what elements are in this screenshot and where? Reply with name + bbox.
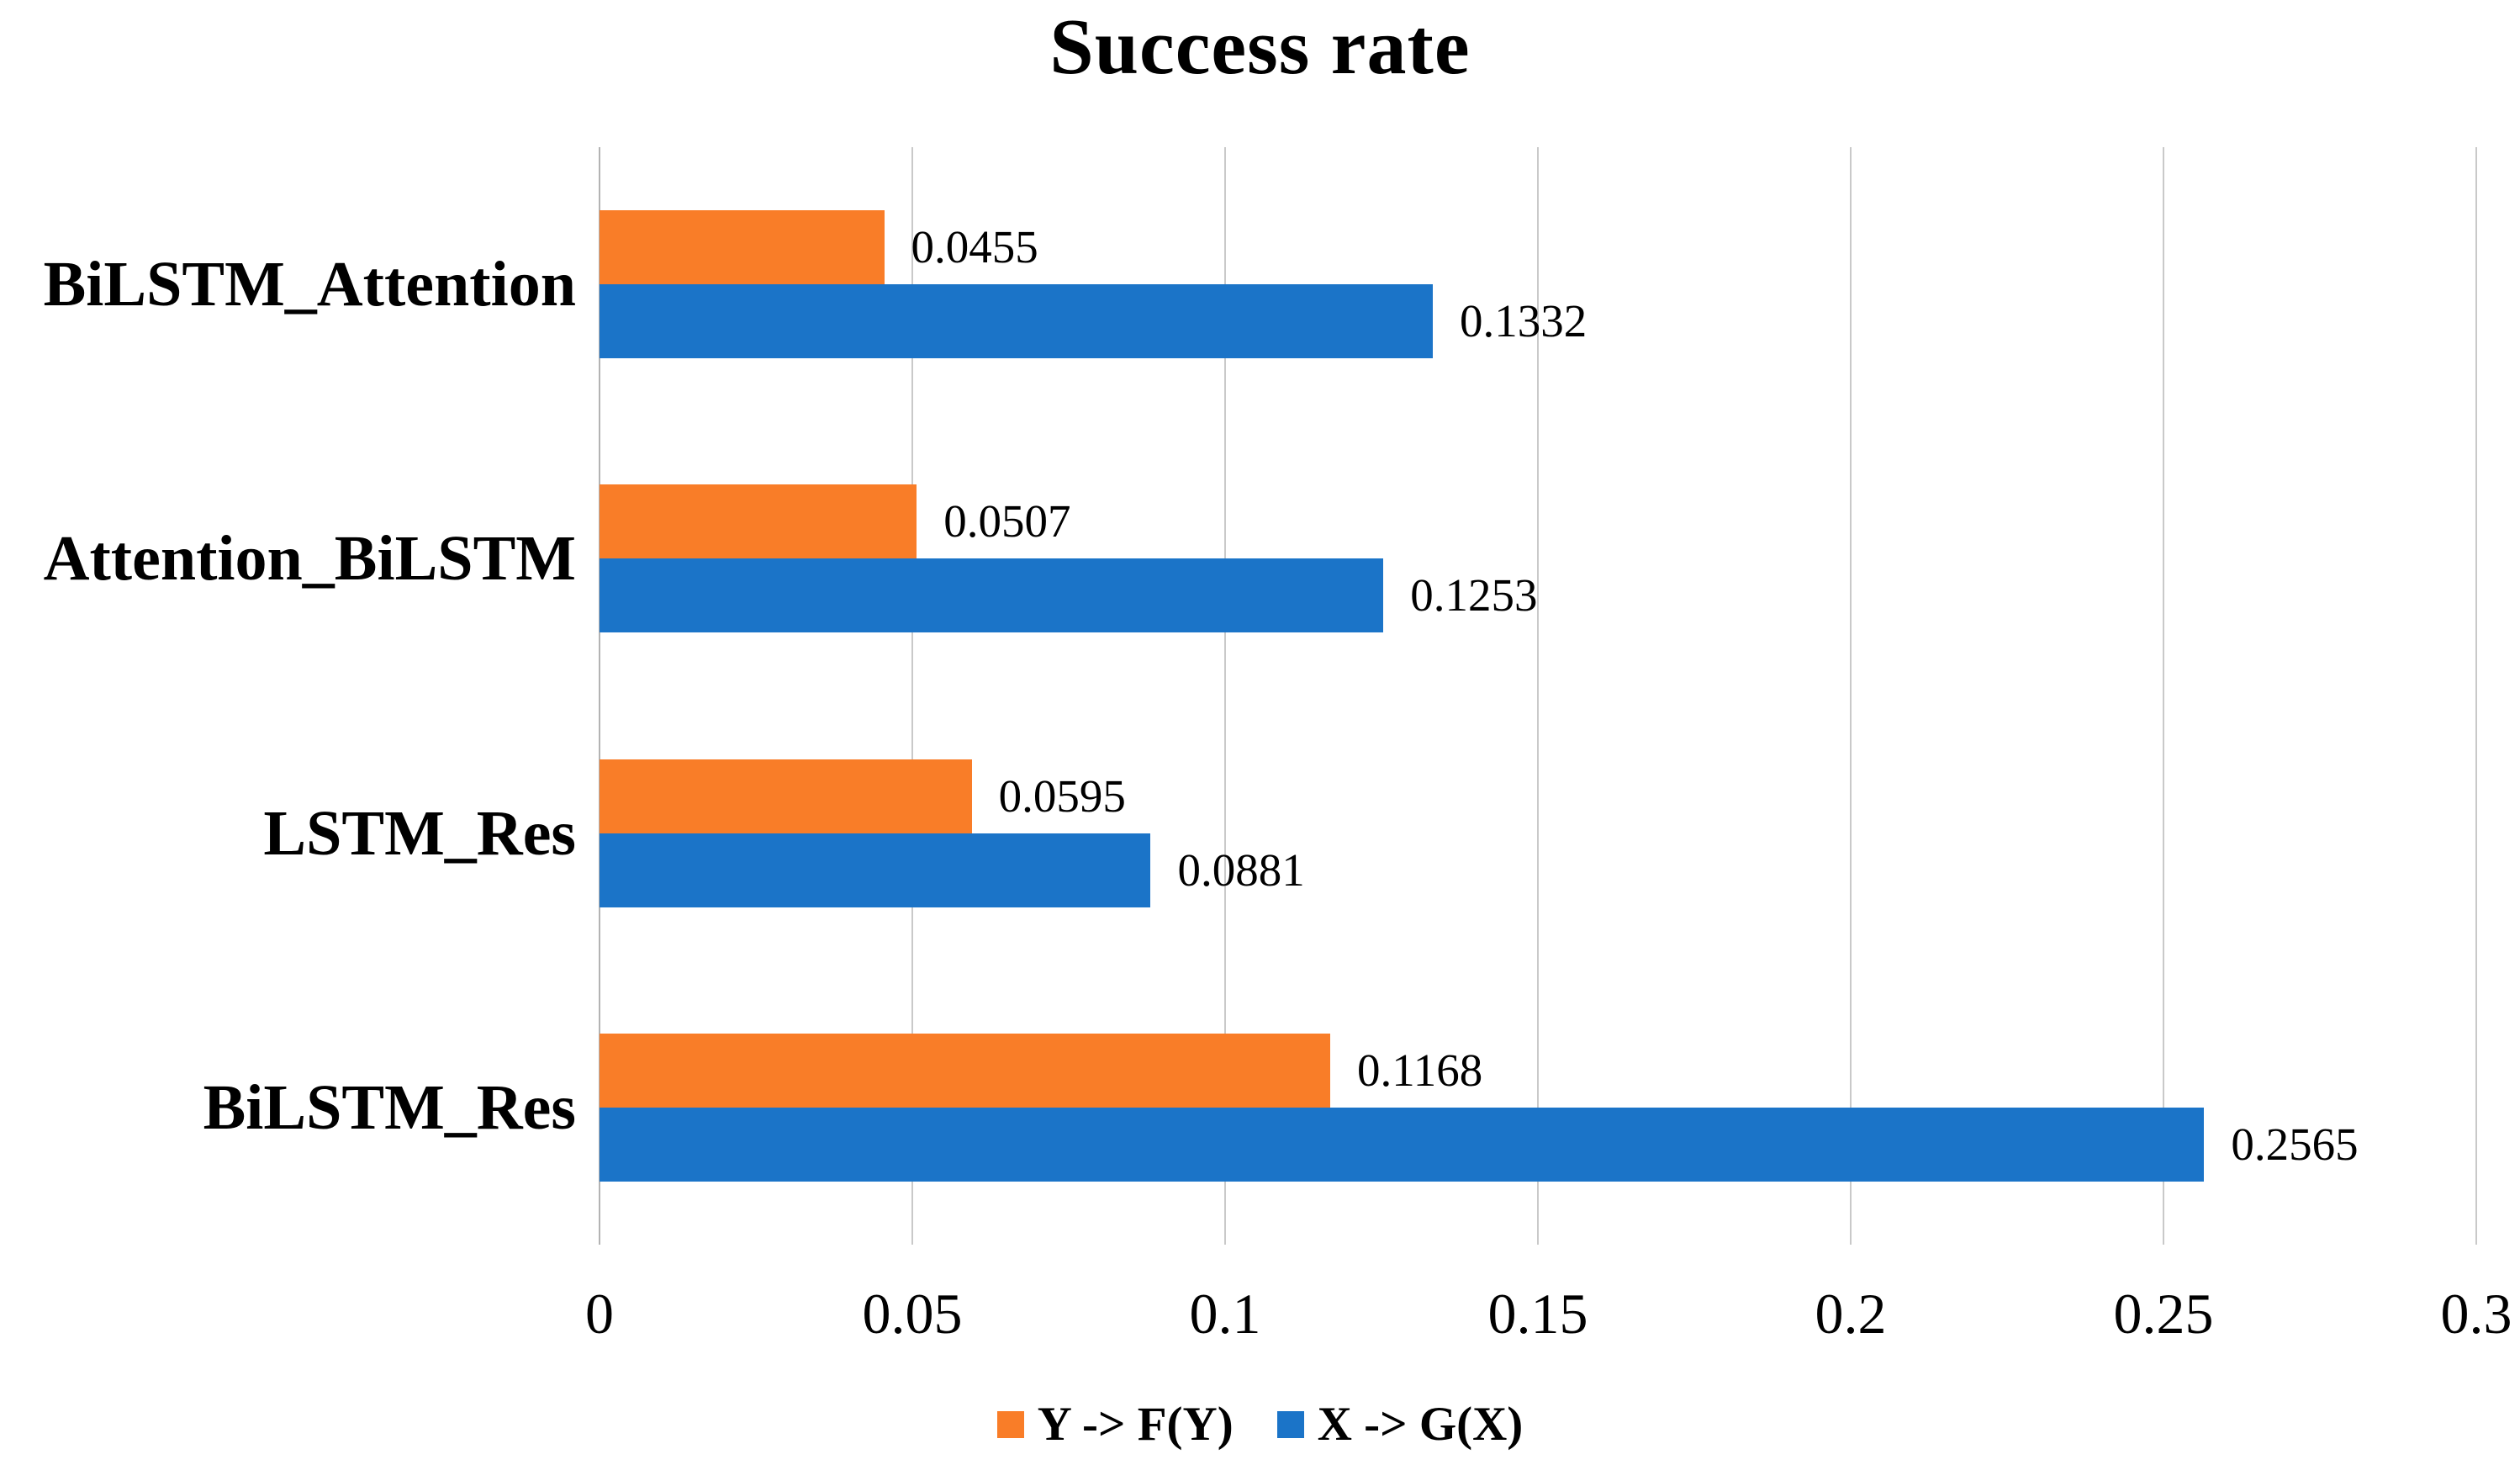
legend-swatch xyxy=(996,1411,1024,1438)
legend-swatch xyxy=(1276,1411,1304,1438)
legend-label: Y -> F(Y) xyxy=(1037,1398,1234,1451)
legend-item-y-f-y: Y -> F(Y) xyxy=(996,1398,1234,1452)
category-label: Attention_BiLSTM xyxy=(43,523,576,595)
value-label: 0.1332 xyxy=(1460,295,1588,347)
chart-title: Success rate xyxy=(1049,3,1471,91)
value-label: 0.1168 xyxy=(1356,1044,1483,1096)
value-label: 0.0595 xyxy=(998,770,1126,822)
gridline xyxy=(911,147,913,1245)
bar-y-f-y-bilstm-attention xyxy=(600,210,885,285)
category-label: LSTM_Res xyxy=(263,797,576,869)
gridline xyxy=(2163,147,2164,1245)
x-tick-label: 0.2 xyxy=(1815,1282,1887,1346)
legend: Y -> F(Y) X -> G(X) xyxy=(0,1398,2520,1452)
value-label: 0.2565 xyxy=(2231,1118,2359,1170)
value-label: 0.0455 xyxy=(911,221,1038,273)
gridline xyxy=(1224,147,1226,1245)
value-label: 0.1253 xyxy=(1410,569,1538,621)
gridline xyxy=(1537,147,1539,1245)
x-tick-label: 0.3 xyxy=(2440,1282,2512,1346)
x-tick-label: 0.05 xyxy=(862,1282,963,1346)
legend-item-x-g-x: X -> G(X) xyxy=(1276,1398,1524,1452)
value-label: 0.0507 xyxy=(943,495,1071,547)
bar-x-g-x-attention-bilstm xyxy=(600,558,1384,633)
x-tick-label: 0 xyxy=(585,1282,614,1346)
gridline xyxy=(1850,147,1852,1245)
bar-x-g-x-lstm-res xyxy=(600,833,1151,907)
bar-y-f-y-bilstm-res xyxy=(600,1033,1330,1108)
x-tick-label: 0.25 xyxy=(2113,1282,2214,1346)
bar-y-f-y-lstm-res xyxy=(600,759,972,833)
category-label: BiLSTM_Res xyxy=(203,1071,576,1143)
category-label: BiLSTM_Attention xyxy=(43,249,576,320)
bar-y-f-y-attention-bilstm xyxy=(600,484,917,559)
value-label: 0.0881 xyxy=(1177,844,1305,896)
x-tick-label: 0.1 xyxy=(1189,1282,1261,1346)
x-tick-label: 0.15 xyxy=(1487,1282,1588,1346)
category-axis-line xyxy=(599,147,600,1245)
gridline xyxy=(2475,147,2477,1245)
bar-x-g-x-bilstm-res xyxy=(600,1107,2205,1182)
legend-label: X -> G(X) xyxy=(1317,1398,1524,1451)
bar-x-g-x-bilstm-attention xyxy=(600,284,1433,359)
